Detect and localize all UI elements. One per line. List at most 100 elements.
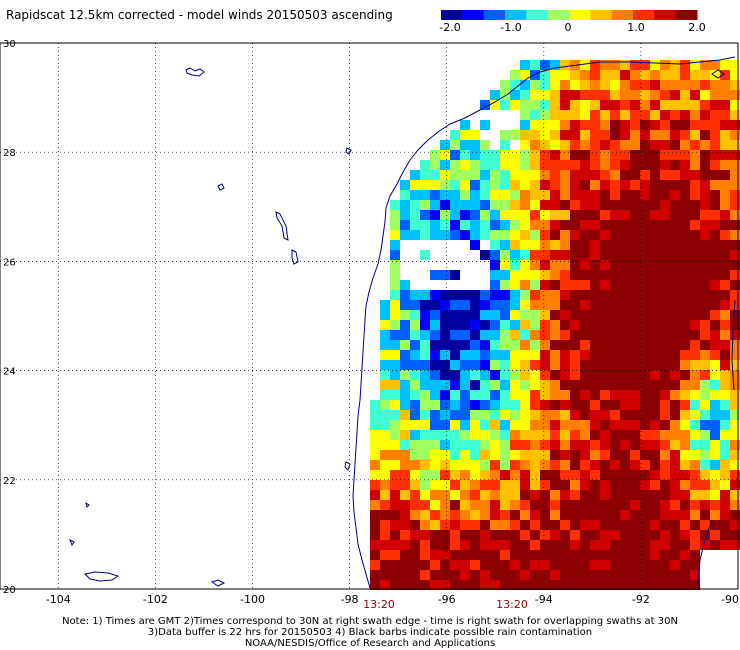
wind-cell bbox=[690, 170, 700, 180]
wind-cell bbox=[450, 200, 460, 210]
wind-cell bbox=[650, 190, 660, 200]
wind-cell bbox=[380, 350, 390, 360]
wind-cell bbox=[540, 220, 550, 230]
wind-cell bbox=[600, 370, 610, 380]
wind-cell bbox=[710, 240, 720, 250]
wind-cell bbox=[400, 390, 410, 400]
wind-cell bbox=[660, 570, 670, 580]
wind-cell bbox=[570, 490, 580, 500]
wind-cell bbox=[580, 230, 590, 240]
wind-cell bbox=[640, 280, 650, 290]
wind-cell bbox=[620, 330, 630, 340]
wind-cell bbox=[690, 410, 700, 420]
wind-cell bbox=[690, 120, 700, 130]
wind-cell bbox=[600, 520, 610, 530]
wind-cell bbox=[720, 320, 730, 330]
wind-cell bbox=[580, 60, 590, 70]
wind-cell bbox=[550, 410, 560, 420]
wind-cell bbox=[380, 430, 390, 440]
wind-cell bbox=[530, 300, 540, 310]
wind-cell bbox=[610, 550, 620, 560]
wind-cell bbox=[530, 450, 540, 460]
wind-cell bbox=[410, 450, 420, 460]
wind-cell bbox=[580, 280, 590, 290]
wind-cell bbox=[480, 250, 490, 260]
wind-cell bbox=[480, 100, 490, 110]
wind-cell bbox=[420, 560, 430, 570]
wind-cell bbox=[640, 70, 650, 80]
wind-cell bbox=[680, 480, 690, 490]
wind-cell bbox=[500, 250, 510, 260]
wind-cell bbox=[490, 570, 500, 580]
wind-cell bbox=[620, 130, 630, 140]
wind-cell bbox=[640, 250, 650, 260]
wind-cell bbox=[510, 280, 520, 290]
wind-cell bbox=[700, 220, 710, 230]
wind-cell bbox=[480, 490, 490, 500]
wind-cell bbox=[370, 570, 380, 580]
wind-cell bbox=[660, 150, 670, 160]
wind-cell bbox=[630, 460, 640, 470]
wind-cell bbox=[680, 150, 690, 160]
wind-cell bbox=[630, 200, 640, 210]
wind-cell bbox=[670, 380, 680, 390]
wind-cell bbox=[620, 150, 630, 160]
longitude-tick-label: -98 bbox=[341, 593, 359, 606]
wind-cell bbox=[610, 440, 620, 450]
wind-cell bbox=[480, 140, 490, 150]
wind-cell bbox=[580, 340, 590, 350]
wind-cell bbox=[570, 200, 580, 210]
wind-cell bbox=[580, 470, 590, 480]
wind-cell bbox=[560, 140, 570, 150]
wind-cell bbox=[590, 470, 600, 480]
wind-cell bbox=[650, 250, 660, 260]
wind-cell bbox=[550, 510, 560, 520]
wind-cell bbox=[680, 500, 690, 510]
wind-cell bbox=[700, 410, 710, 420]
wind-cell bbox=[490, 310, 500, 320]
longitude-tick-label: -92 bbox=[632, 593, 650, 606]
wind-cell bbox=[660, 130, 670, 140]
wind-cell bbox=[500, 410, 510, 420]
wind-cell bbox=[390, 270, 400, 280]
wind-cell bbox=[600, 250, 610, 260]
wind-cell bbox=[720, 280, 730, 290]
wind-cell bbox=[530, 360, 540, 370]
wind-cell bbox=[510, 100, 520, 110]
wind-cell bbox=[710, 480, 720, 490]
wind-cell bbox=[410, 440, 420, 450]
wind-cell bbox=[580, 220, 590, 230]
wind-cell bbox=[490, 400, 500, 410]
wind-cell bbox=[500, 560, 510, 570]
wind-cell bbox=[450, 560, 460, 570]
wind-cell bbox=[510, 430, 520, 440]
wind-cell bbox=[630, 400, 640, 410]
map-frame bbox=[0, 42, 739, 590]
wind-cell bbox=[650, 350, 660, 360]
wind-cell bbox=[630, 240, 640, 250]
wind-cell bbox=[720, 180, 730, 190]
wind-cell bbox=[720, 190, 730, 200]
wind-cell bbox=[620, 490, 630, 500]
wind-cell bbox=[520, 340, 530, 350]
wind-cell bbox=[440, 360, 450, 370]
wind-cell bbox=[610, 450, 620, 460]
wind-cell bbox=[460, 570, 470, 580]
wind-cell bbox=[470, 550, 480, 560]
wind-cell bbox=[390, 400, 400, 410]
wind-cell bbox=[670, 410, 680, 420]
wind-cell bbox=[490, 390, 500, 400]
wind-cell bbox=[720, 500, 730, 510]
wind-cell bbox=[630, 420, 640, 430]
wind-cell bbox=[570, 180, 580, 190]
wind-cell bbox=[600, 240, 610, 250]
wind-cell bbox=[580, 410, 590, 420]
wind-cell bbox=[630, 250, 640, 260]
swath-time-label: 13:20 bbox=[496, 598, 528, 611]
wind-cell bbox=[460, 310, 470, 320]
wind-cell bbox=[590, 270, 600, 280]
wind-cell bbox=[400, 310, 410, 320]
wind-cell bbox=[540, 570, 550, 580]
wind-cell bbox=[470, 530, 480, 540]
wind-cell bbox=[500, 510, 510, 520]
